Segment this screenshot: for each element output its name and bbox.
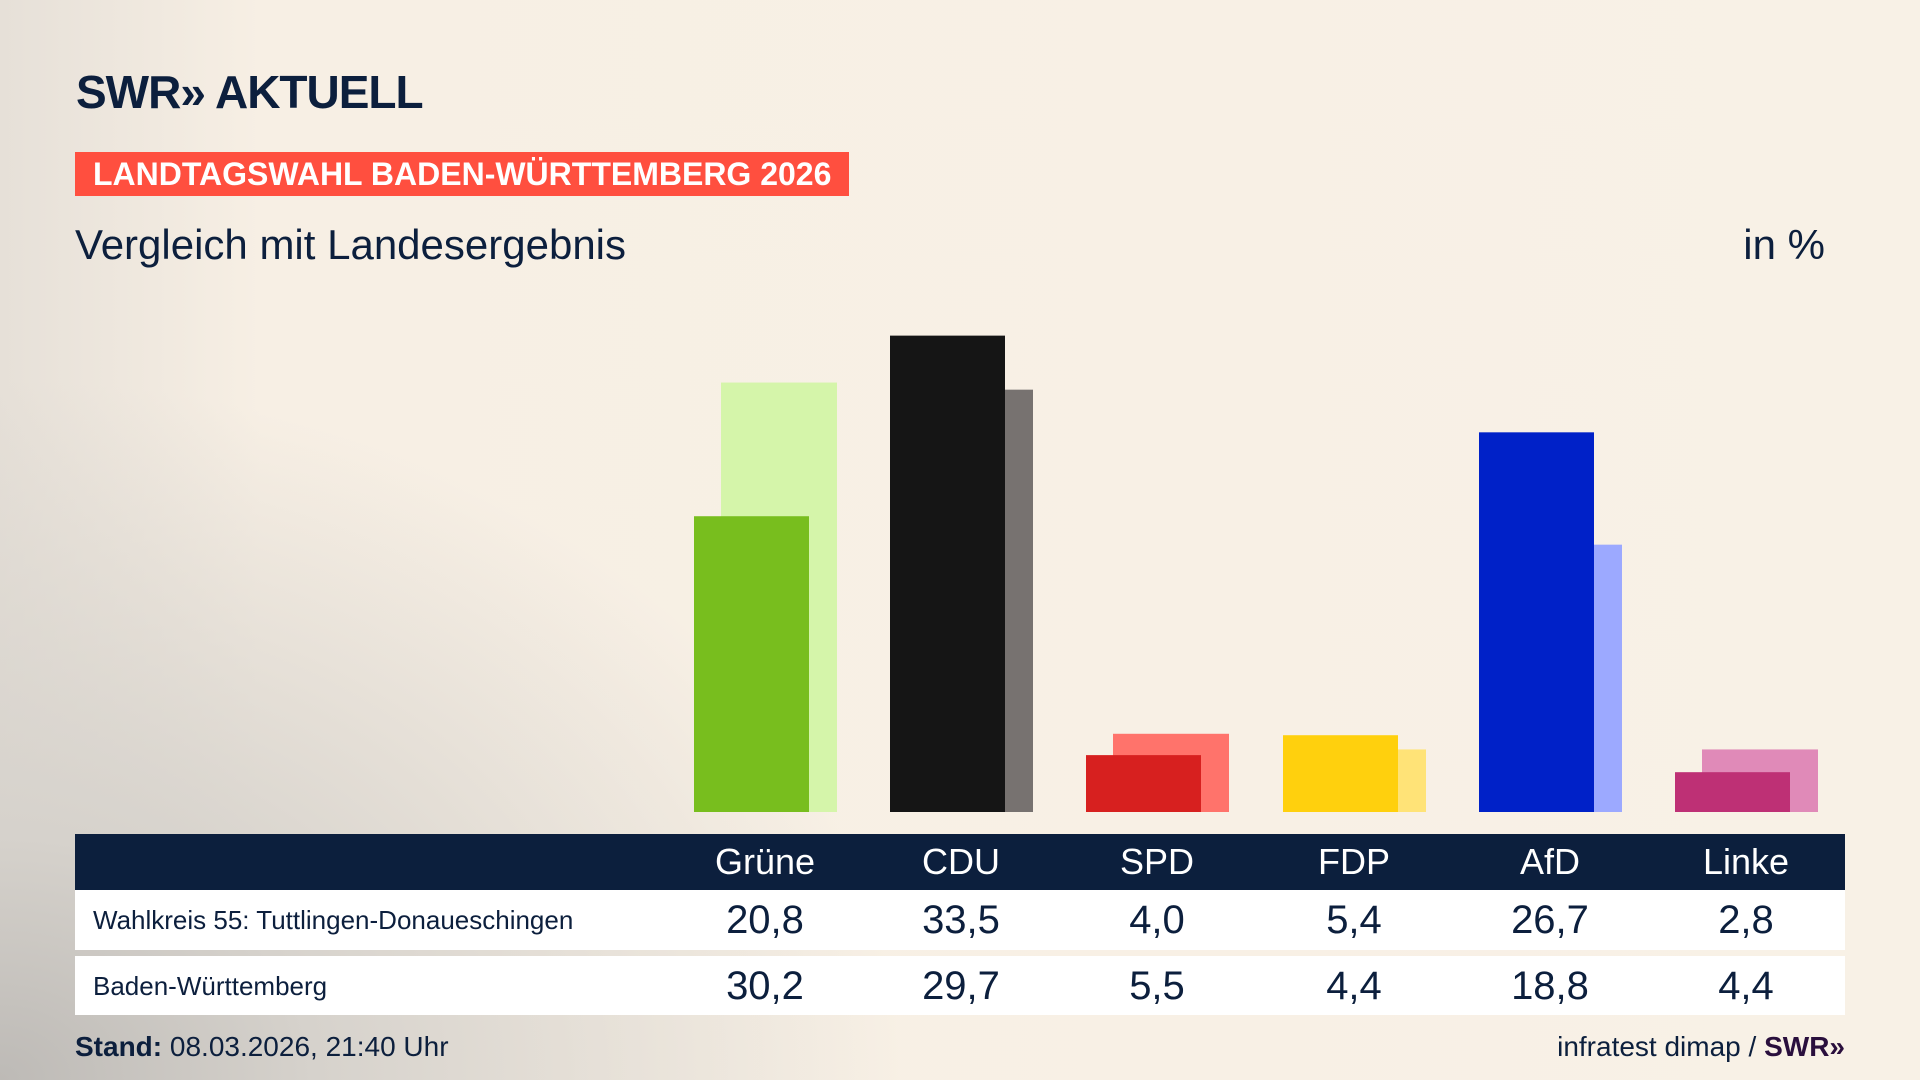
stand-label: Stand:: [75, 1031, 163, 1062]
table-header: Grüne CDU SPD FDP AfD Linke: [75, 834, 1845, 890]
header-party: FDP: [1318, 841, 1390, 882]
table-row: Wahlkreis 55: Tuttlingen-Donaueschingen …: [75, 890, 1845, 950]
row-label: Wahlkreis 55: Tuttlingen-Donaueschingen: [93, 905, 574, 935]
bar-district-gruene: [694, 516, 809, 812]
bar-district-afd: [1479, 432, 1594, 812]
table-cell: 20,8: [726, 898, 804, 942]
table-cell: 4,4: [1326, 964, 1382, 1008]
bar-district-cdu: [890, 335, 1005, 812]
table-cell: 26,7: [1511, 898, 1589, 942]
chart-title: Vergleich mit Landesergebnis: [75, 221, 627, 268]
table-cell: 18,8: [1511, 964, 1589, 1008]
header-party: CDU: [922, 841, 1000, 882]
source-text: infratest dimap /: [1557, 1031, 1757, 1062]
swr-logo: SWR»: [1764, 1031, 1845, 1062]
election-banner: LANDTAGSWAHL BADEN-WÜRTTEMBERG 2026: [75, 152, 850, 196]
bar-district-fdp: [1283, 735, 1398, 812]
bar-district-spd: [1086, 755, 1201, 812]
bar-district-linke: [1675, 772, 1790, 812]
table-cell: 4,0: [1129, 898, 1185, 942]
table-cell: 2,8: [1718, 898, 1774, 942]
table-cell: 30,2: [726, 964, 804, 1008]
header-party: SPD: [1119, 841, 1195, 882]
table-cell: 5,5: [1129, 964, 1185, 1008]
table-cell: 4,4: [1718, 964, 1774, 1008]
timestamp: Stand: 08.03.2026, 21:40 Uhr: [75, 1030, 449, 1064]
stand-value: 08.03.2026, 21:40 Uhr: [169, 1031, 449, 1062]
table-row: Baden-Württemberg 30,2 29,7 5,5 4,4 18,8…: [75, 956, 1845, 1015]
unit-label: in %: [1743, 221, 1825, 268]
source: infratest dimap / SWR»: [1557, 1030, 1845, 1064]
header-party: Grüne: [714, 841, 816, 882]
header-party: Linke: [1702, 841, 1790, 882]
table-cell: 33,5: [922, 898, 1000, 942]
table-cell: 29,7: [922, 964, 1000, 1008]
table-cell: 5,4: [1326, 898, 1382, 942]
swr-aktuell-logo: SWR» AKTUELL: [76, 66, 424, 118]
row-label: Baden-Württemberg: [93, 971, 328, 1001]
header-party: AfD: [1519, 841, 1580, 882]
